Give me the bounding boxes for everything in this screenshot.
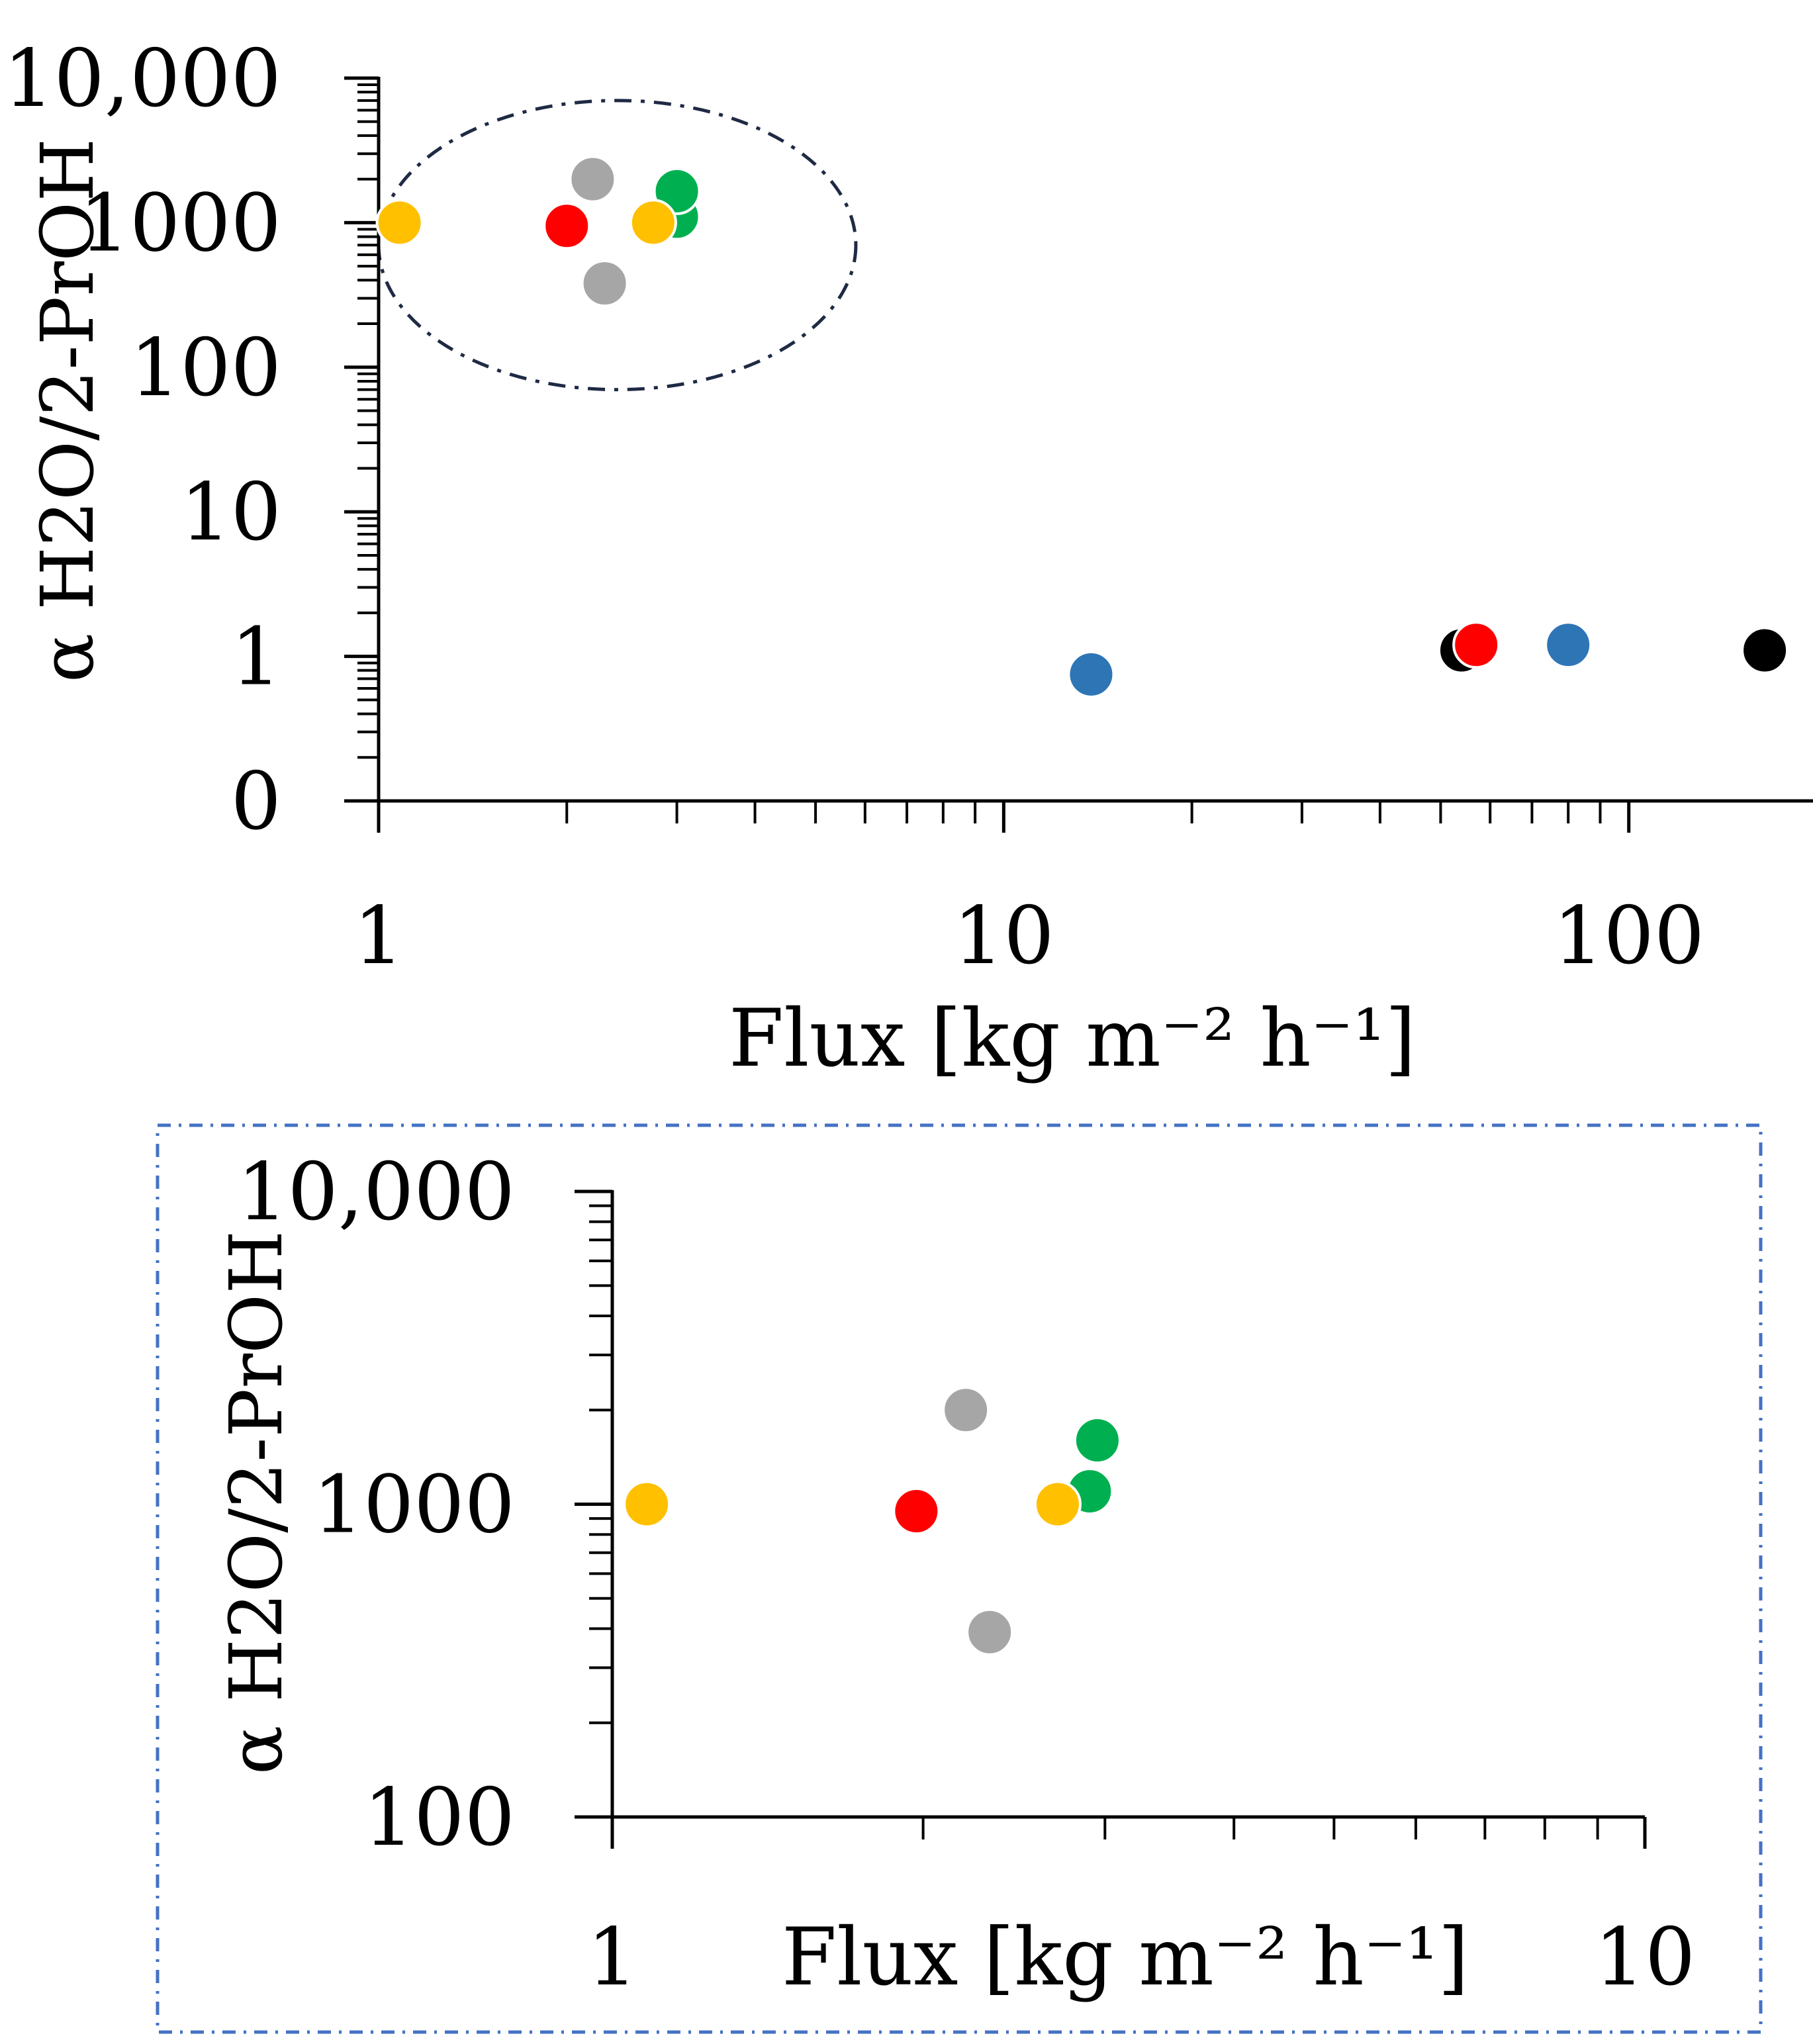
- main-x-tick-label: 1: [353, 890, 404, 982]
- inset-x-tick-label: 10: [1595, 1912, 1696, 2004]
- inset-data-point: [892, 1487, 941, 1536]
- main-y-tick-label: 100: [130, 322, 281, 414]
- main-data-point: [1741, 626, 1789, 674]
- main-axes: [344, 76, 1813, 833]
- inset-scatter-chart: 100 1000 10,000 1 10 Flux [kg m⁻² h⁻¹] α H2…: [214, 1146, 1695, 2004]
- main-data-point: [543, 202, 591, 250]
- main-x-tick-label: 10: [953, 890, 1054, 982]
- inset-data-point: [1073, 1417, 1121, 1465]
- main-y-tick-label: 10,000: [3, 33, 281, 125]
- main-x-tick-label: 100: [1553, 890, 1704, 982]
- inset-data-point: [1033, 1480, 1082, 1528]
- main-data-point: [1544, 621, 1593, 669]
- inset-data-point: [623, 1480, 671, 1528]
- main-y-tick-label: 1: [231, 612, 281, 704]
- inset-y-tick-label: 10,000: [237, 1146, 515, 1238]
- main-x-axis-title: Flux [kg m⁻² h⁻¹]: [729, 993, 1416, 1085]
- inset-x-tick-label: 1: [587, 1912, 637, 2004]
- main-y-axis-title: α H2O/2-PrOH: [25, 138, 110, 682]
- inset-y-tick-label: 100: [363, 1772, 515, 1864]
- inset-y-tick-label: 1000: [313, 1460, 515, 1552]
- main-data-point: [1452, 621, 1501, 669]
- main-data-point: [375, 199, 424, 247]
- main-data-point: [569, 155, 617, 203]
- inset-y-axis-title: α H2O/2-PrOH: [214, 1231, 299, 1775]
- main-y-tick-label: 0: [231, 756, 281, 848]
- main-data-point: [629, 199, 677, 247]
- main-highlight-ellipse: [377, 99, 858, 392]
- main-data-point: [1067, 650, 1115, 698]
- inset-x-axis-title: Flux [kg m⁻² h⁻¹]: [782, 1912, 1469, 2004]
- inset-axes: [575, 1189, 1647, 1849]
- inset-data-point: [942, 1386, 990, 1434]
- main-y-tick-label: 1000: [79, 177, 281, 269]
- inset-border: [156, 1123, 1763, 2034]
- main-data-point: [581, 259, 629, 308]
- inset-data-point: [966, 1608, 1014, 1656]
- main-y-tick-label: 10: [180, 467, 281, 559]
